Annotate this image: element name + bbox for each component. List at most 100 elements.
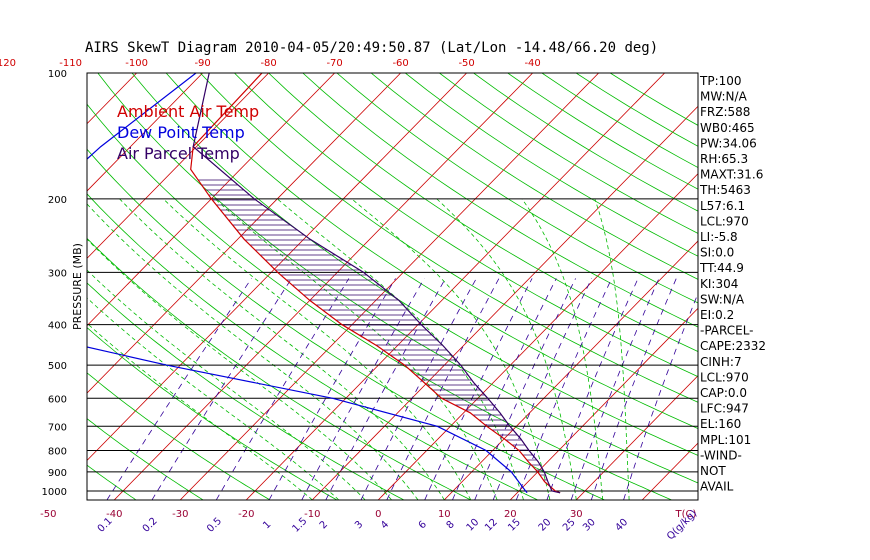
pressure-axis: 100 200 300 400 500 600 700 800 900 1000 bbox=[42, 69, 67, 498]
dry-adiabat-line bbox=[165, 73, 698, 429]
moist-adiabat-line bbox=[594, 198, 630, 500]
stability-index-label: KI:304 bbox=[700, 277, 738, 291]
series-line-air-parcel-temp bbox=[192, 73, 561, 494]
stability-index-label: PW:34.06 bbox=[700, 136, 757, 150]
mixing-ratio-line bbox=[151, 278, 293, 500]
bottom-temp-tick-label: -10 bbox=[304, 509, 320, 520]
top-temp-tick-label: -90 bbox=[194, 58, 210, 69]
pressure-tick-label: 300 bbox=[48, 268, 67, 279]
isotherm-line bbox=[509, 307, 698, 500]
dry-adiabat-line bbox=[370, 73, 698, 280]
stability-index-label: TH:5463 bbox=[699, 183, 751, 197]
mixing-ratio-line bbox=[474, 278, 576, 500]
dry-adiabat-line bbox=[200, 73, 698, 403]
bottom-temp-tick-label: -40 bbox=[106, 509, 122, 520]
isotherm-line bbox=[87, 73, 270, 259]
mixing-ratio-line bbox=[492, 278, 593, 500]
series-line-ambient-air-temp bbox=[190, 73, 561, 494]
top-temp-tick-label: -80 bbox=[260, 58, 276, 69]
pressure-tick-label: 700 bbox=[48, 422, 67, 433]
stability-index-label: NOT bbox=[700, 464, 726, 478]
moist-adiabat-line bbox=[521, 198, 604, 500]
plot-frame bbox=[86, 72, 699, 501]
stability-index-label: SW:N/A bbox=[700, 292, 745, 306]
moist-adiabat-line bbox=[119, 198, 445, 500]
bottom-temperature-ticks: -50 -40 -30 -20 -10 0 10 20 30 T(C) bbox=[40, 509, 696, 520]
stability-index-label: TP:100 bbox=[699, 74, 742, 88]
mixing-ratio-tick-label: 30 bbox=[581, 517, 598, 534]
mixing-ratio-line bbox=[386, 278, 500, 500]
stability-index-label: CINH:7 bbox=[700, 355, 742, 369]
top-temp-tick-label: -60 bbox=[392, 58, 408, 69]
top-temp-tick-label: -50 bbox=[458, 58, 474, 69]
pressure-tick-label: 200 bbox=[48, 195, 67, 206]
dry-adiabat-line bbox=[131, 73, 698, 456]
top-temp-tick-label: -70 bbox=[326, 58, 342, 69]
moist-adiabat-line bbox=[214, 198, 498, 500]
bottom-temp-tick-label: 0 bbox=[375, 509, 381, 520]
mixing-ratio-line bbox=[215, 278, 350, 500]
series-lines bbox=[87, 73, 561, 494]
isotherm-line bbox=[87, 73, 336, 327]
top-temp-tick-label: -100 bbox=[125, 58, 148, 69]
bottom-temp-tick-label: -20 bbox=[238, 509, 254, 520]
y-axis-label: PRESSURE (MB) bbox=[71, 243, 84, 330]
stability-index-label: FRZ:588 bbox=[700, 105, 750, 119]
isotherm-line bbox=[575, 375, 698, 500]
moist-adiabat-line bbox=[436, 198, 577, 500]
dry-adiabat-line bbox=[507, 73, 698, 190]
legend-entry: Air Parcel Temp bbox=[117, 144, 240, 163]
isotherm-line bbox=[0, 64, 80, 502]
chart-title: AIRS SkewT Diagram 2010-04-05/20:49:50.8… bbox=[85, 40, 658, 56]
stability-index-label: RH:65.3 bbox=[700, 152, 748, 166]
mixing-ratio-tick-label: 20 bbox=[537, 517, 554, 534]
stability-index-label: EI:0.2 bbox=[700, 308, 734, 322]
mixing-ratio-line bbox=[301, 278, 425, 500]
dry-adiabat-line bbox=[268, 73, 698, 352]
mixing-ratio-tick-label: 3 bbox=[353, 519, 365, 531]
isotherm-line bbox=[245, 73, 666, 500]
mixing-ratio-tick-label: 4 bbox=[379, 519, 391, 531]
mixing-ratio-tick-label: 0.2 bbox=[141, 516, 160, 535]
mixing-ratio-line bbox=[424, 278, 533, 500]
mixing-ratio-tick-label: 12 bbox=[483, 517, 500, 534]
top-temperature-ticks: -120 -110 -100 -90 -80 -70 -60 -50 -40 bbox=[0, 58, 541, 69]
stability-index-label: CAPE:2332 bbox=[700, 339, 766, 353]
top-temp-tick-label: -120 bbox=[0, 58, 16, 69]
mixing-ratio-line bbox=[515, 278, 613, 500]
pressure-tick-label: 900 bbox=[48, 468, 67, 479]
moist-adiabat-line bbox=[87, 238, 392, 500]
series-line-dew-point-temp bbox=[87, 73, 528, 494]
stability-index-label: LCL:970 bbox=[700, 370, 749, 384]
mixing-ratio-line bbox=[268, 278, 396, 500]
isotherm-line bbox=[87, 73, 204, 192]
isotherm-line bbox=[377, 173, 698, 500]
bottom-temp-tick-label: 10 bbox=[438, 509, 451, 520]
moist-adiabat-line bbox=[87, 322, 313, 500]
isotherm-line bbox=[773, 64, 870, 502]
stability-index-label: TT:44.9 bbox=[699, 261, 744, 275]
mixing-ratio-line bbox=[570, 278, 660, 500]
mixing-ratio-line bbox=[590, 278, 677, 500]
stability-index-label: LFC:947 bbox=[700, 402, 749, 416]
stability-index-label: MW:N/A bbox=[700, 90, 748, 104]
bottom-temp-tick-label: -30 bbox=[172, 509, 188, 520]
cape-hatching bbox=[198, 179, 550, 486]
mixing-ratio-tick-label: 6 bbox=[417, 519, 429, 531]
moist-adiabat-line bbox=[351, 198, 551, 500]
bottom-temp-tick-label: 20 bbox=[504, 509, 517, 520]
isotherm-line bbox=[87, 73, 468, 461]
stability-index-label: EL:160 bbox=[700, 417, 741, 431]
isotherm-line bbox=[311, 105, 698, 500]
mixing-ratio-tick-label: 0.5 bbox=[205, 516, 224, 535]
mixing-ratio-line bbox=[623, 292, 698, 500]
pressure-tick-label: 800 bbox=[48, 446, 67, 457]
mixing-ratio-tick-label: 10 bbox=[465, 517, 482, 534]
stability-index-label: CAP:0.0 bbox=[700, 386, 747, 400]
pressure-tick-label: 1000 bbox=[42, 487, 67, 498]
pressure-tick-label: 500 bbox=[48, 361, 67, 372]
stability-index-label: AVAIL bbox=[700, 480, 734, 494]
legend: Ambient Air Temp Dew Point Temp Air Parcel… bbox=[117, 102, 259, 163]
top-temp-tick-label: -40 bbox=[524, 58, 540, 69]
